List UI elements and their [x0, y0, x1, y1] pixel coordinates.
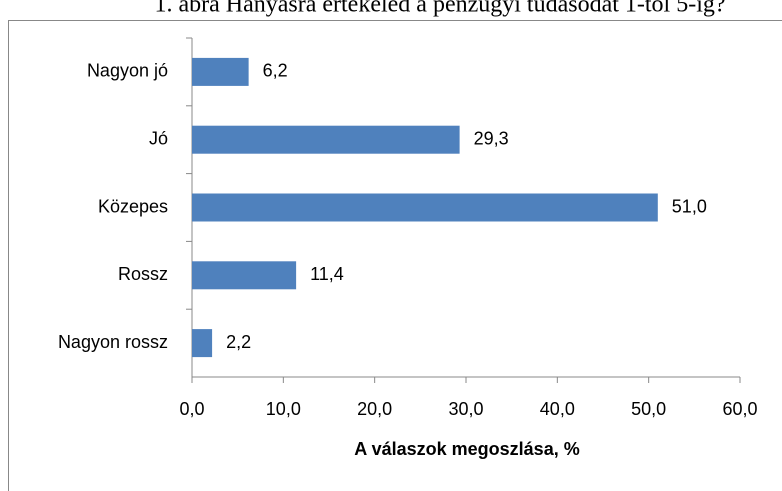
data-label: 2,2 — [226, 332, 251, 352]
x-tick-label: 60,0 — [722, 399, 757, 419]
bar — [192, 261, 297, 290]
x-axis-title: A válaszok megoszlása, % — [354, 439, 579, 459]
bar — [192, 329, 213, 358]
chart-frame — [8, 20, 782, 491]
y-tick-label: Nagyon rossz — [58, 332, 168, 352]
x-tick-label: 20,0 — [357, 399, 392, 419]
y-tick-label: Jó — [149, 128, 168, 148]
data-label: 29,3 — [474, 128, 509, 148]
x-tick-label: 50,0 — [631, 399, 666, 419]
x-tick-label: 10,0 — [266, 399, 301, 419]
y-tick-label: Közepes — [98, 196, 168, 216]
data-label: 11,4 — [310, 264, 344, 284]
data-label: 51,0 — [672, 196, 707, 216]
y-tick-label: Nagyon jó — [87, 61, 168, 81]
x-tick-label: 0,0 — [179, 399, 204, 419]
x-tick-label: 30,0 — [448, 399, 483, 419]
bar — [192, 57, 249, 86]
y-tick-label: Rossz — [118, 264, 168, 284]
chart-title: 1. ábra Hányasra értékeled a pénzügyi tu… — [154, 0, 725, 18]
data-label: 6,2 — [263, 61, 288, 81]
bar — [192, 193, 658, 222]
title-band — [0, 0, 782, 20]
x-tick-label: 40,0 — [540, 399, 575, 419]
bar — [192, 125, 460, 154]
